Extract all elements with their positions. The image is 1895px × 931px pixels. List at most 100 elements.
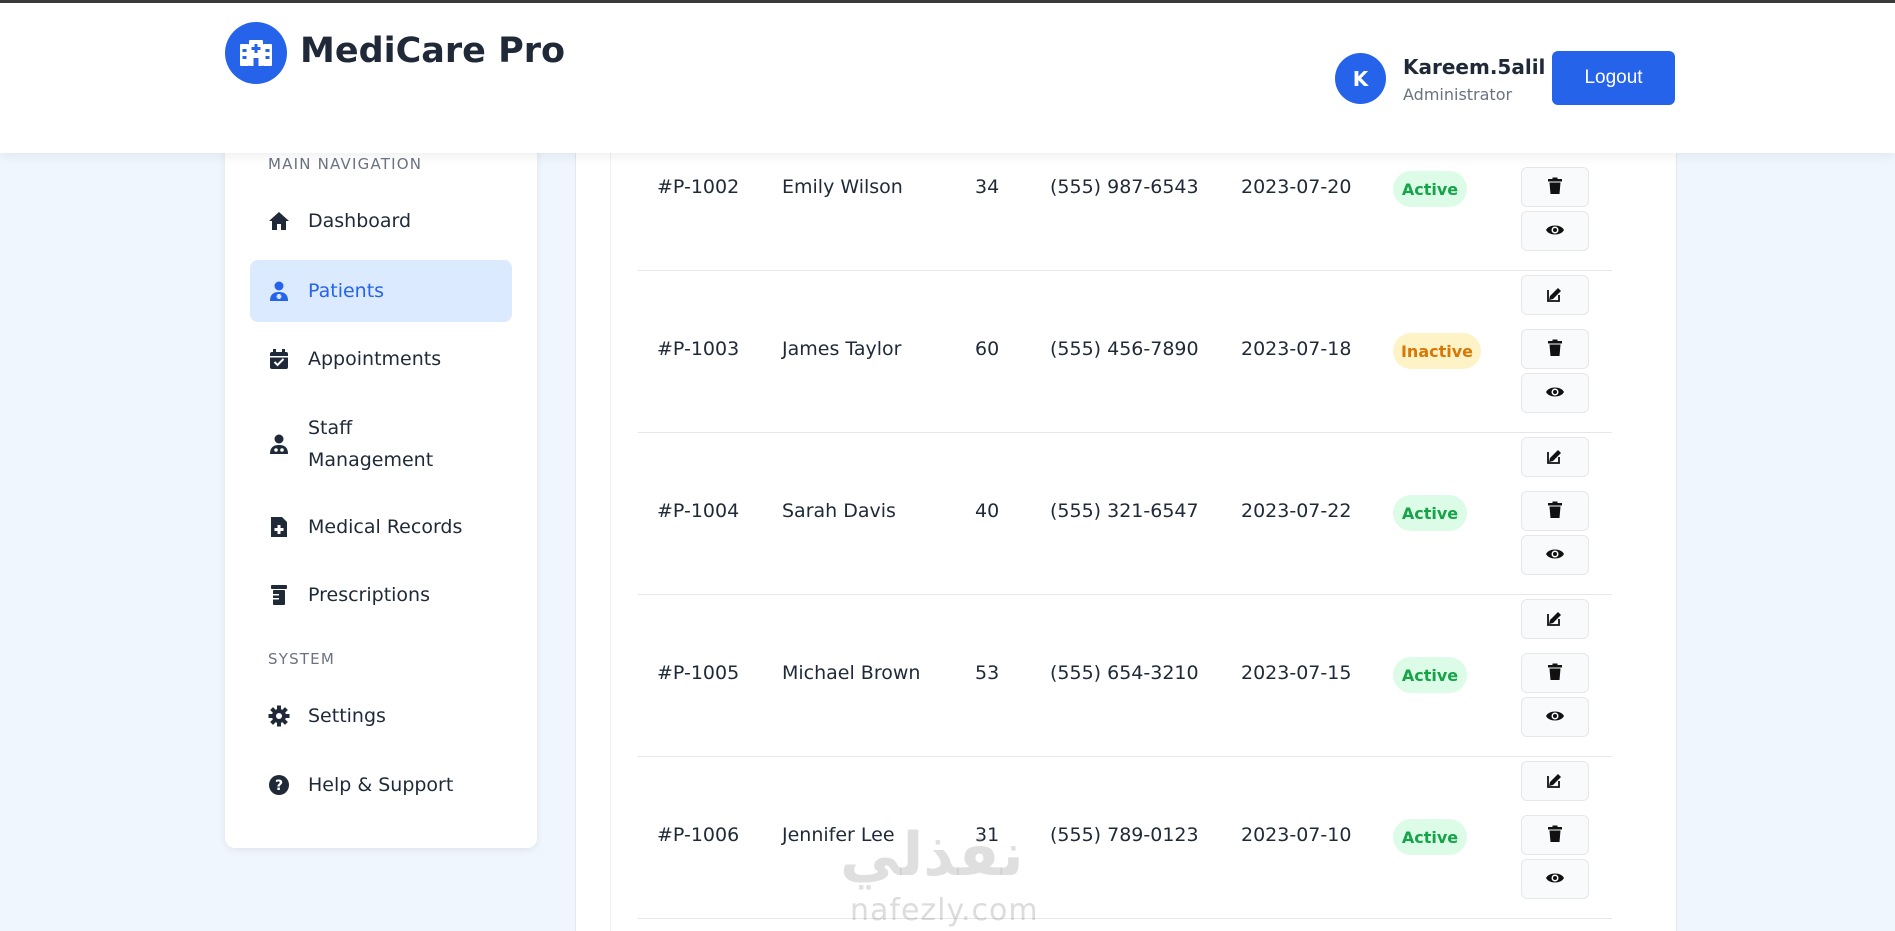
app-header: MediCare Pro K Kareem.5alil Administrato…: [0, 3, 1895, 153]
row-divider: [638, 270, 1612, 271]
edit-icon: [1546, 285, 1564, 306]
sidebar-item-staff-management[interactable]: Staff Management: [250, 400, 512, 488]
edit-icon: [1546, 447, 1564, 468]
edit-icon: [1546, 609, 1564, 630]
sidebar-item-help-support[interactable]: ? Help & Support: [250, 754, 512, 816]
eye-icon: [1545, 709, 1565, 726]
delete-button[interactable]: [1521, 167, 1589, 207]
calendar-check-icon: [268, 348, 290, 370]
sidebar-item-label-line2: Management: [308, 449, 434, 471]
status-badge: Active: [1393, 657, 1467, 693]
status-badge: Active: [1393, 495, 1467, 531]
edit-button[interactable]: [1521, 761, 1589, 801]
sidebar-item-settings[interactable]: Settings: [250, 685, 512, 747]
sidebar-item-medical-records[interactable]: Medical Records: [250, 496, 512, 558]
patient-age: 40: [975, 500, 1000, 522]
watermark-arabic: نفذلي: [840, 820, 1024, 890]
main-navigation-label: MAIN NAVIGATION: [268, 155, 423, 173]
sidebar-item-patients[interactable]: Patients: [250, 260, 512, 322]
user-doctor-icon: [268, 433, 290, 455]
sidebar-item-prescriptions[interactable]: Prescriptions: [250, 564, 512, 626]
patient-age: 53: [975, 662, 1000, 684]
sidebar-item-label: Appointments: [308, 348, 442, 370]
view-button[interactable]: [1521, 373, 1589, 413]
edit-icon: [1546, 771, 1564, 792]
patient-age: 60: [975, 338, 1000, 360]
trash-icon: [1547, 663, 1563, 684]
delete-button[interactable]: [1521, 815, 1589, 855]
edit-button[interactable]: [1521, 437, 1589, 477]
delete-button[interactable]: [1521, 653, 1589, 693]
edit-button[interactable]: [1521, 599, 1589, 639]
patient-name: Emily Wilson: [782, 176, 903, 198]
sidebar-item-label: Settings: [308, 705, 386, 727]
logout-button[interactable]: Logout: [1552, 51, 1675, 105]
eye-icon: [1545, 871, 1565, 888]
user-avatar[interactable]: K: [1335, 53, 1386, 104]
patient-date: 2023-07-10: [1241, 824, 1352, 846]
sidebar-item-label: Patients: [308, 280, 385, 302]
row-divider: [638, 918, 1612, 919]
edit-button[interactable]: [1521, 275, 1589, 315]
status-badge: Active: [1393, 819, 1467, 855]
file-medical-icon: [268, 516, 290, 538]
user-name: Kareem.5alil: [1403, 55, 1546, 79]
patient-phone: (555) 987-6543: [1050, 176, 1199, 198]
hospital-logo-icon: [225, 22, 287, 84]
row-divider: [638, 594, 1612, 595]
trash-icon: [1547, 825, 1563, 846]
view-button[interactable]: [1521, 211, 1589, 251]
sidebar: MAIN NAVIGATION Dashboard Patients Appoi…: [225, 130, 537, 848]
status-badge: Active: [1393, 171, 1467, 207]
patient-id: #P-1006: [657, 824, 740, 846]
trash-icon: [1547, 501, 1563, 522]
patient-name: Sarah Davis: [782, 500, 896, 522]
sidebar-item-label: Staff: [308, 417, 353, 439]
patient-id: #P-1002: [657, 176, 740, 198]
sidebar-item-appointments[interactable]: Appointments: [250, 328, 512, 390]
sidebar-item-dashboard[interactable]: Dashboard: [250, 190, 512, 252]
trash-icon: [1547, 339, 1563, 360]
eye-icon: [1545, 547, 1565, 564]
svg-text:?: ?: [275, 778, 283, 794]
eye-icon: [1545, 385, 1565, 402]
patients-table-panel: [575, 130, 1677, 931]
delete-button[interactable]: [1521, 491, 1589, 531]
gear-icon: [268, 705, 290, 727]
system-label: SYSTEM: [268, 650, 335, 668]
patient-name: Jennifer Lee: [782, 824, 895, 846]
sidebar-item-label: Dashboard: [308, 210, 412, 232]
brand-name: MediCare Pro: [300, 31, 566, 71]
patient-date: 2023-07-22: [1241, 500, 1352, 522]
home-icon: [268, 210, 290, 232]
patient-age: 34: [975, 176, 1000, 198]
view-button[interactable]: [1521, 697, 1589, 737]
prescription-bottle-icon: [268, 584, 290, 606]
patient-name: Michael Brown: [782, 662, 921, 684]
watermark-latin: nafezly.com: [850, 893, 1039, 928]
delete-button[interactable]: [1521, 329, 1589, 369]
view-button[interactable]: [1521, 535, 1589, 575]
sidebar-item-label: Help & Support: [308, 774, 454, 796]
patient-name: James Taylor: [782, 338, 902, 360]
trash-icon: [1547, 177, 1563, 198]
user-role: Administrator: [1403, 85, 1513, 104]
patient-icon: [268, 280, 290, 302]
patient-date: 2023-07-18: [1241, 338, 1352, 360]
view-button[interactable]: [1521, 859, 1589, 899]
patient-id: #P-1003: [657, 338, 740, 360]
top-border: [0, 0, 1895, 3]
sidebar-item-label: Prescriptions: [308, 584, 430, 606]
patient-id: #P-1005: [657, 662, 740, 684]
patient-date: 2023-07-15: [1241, 662, 1352, 684]
patient-phone: (555) 789-0123: [1050, 824, 1199, 846]
status-badge: Inactive: [1393, 333, 1481, 369]
patient-phone: (555) 456-7890: [1050, 338, 1199, 360]
patient-phone: (555) 321-6547: [1050, 500, 1199, 522]
row-divider: [638, 432, 1612, 433]
table-border: [610, 130, 611, 931]
patient-phone: (555) 654-3210: [1050, 662, 1199, 684]
sidebar-item-label: Medical Records: [308, 516, 463, 538]
row-divider: [638, 756, 1612, 757]
patient-date: 2023-07-20: [1241, 176, 1352, 198]
